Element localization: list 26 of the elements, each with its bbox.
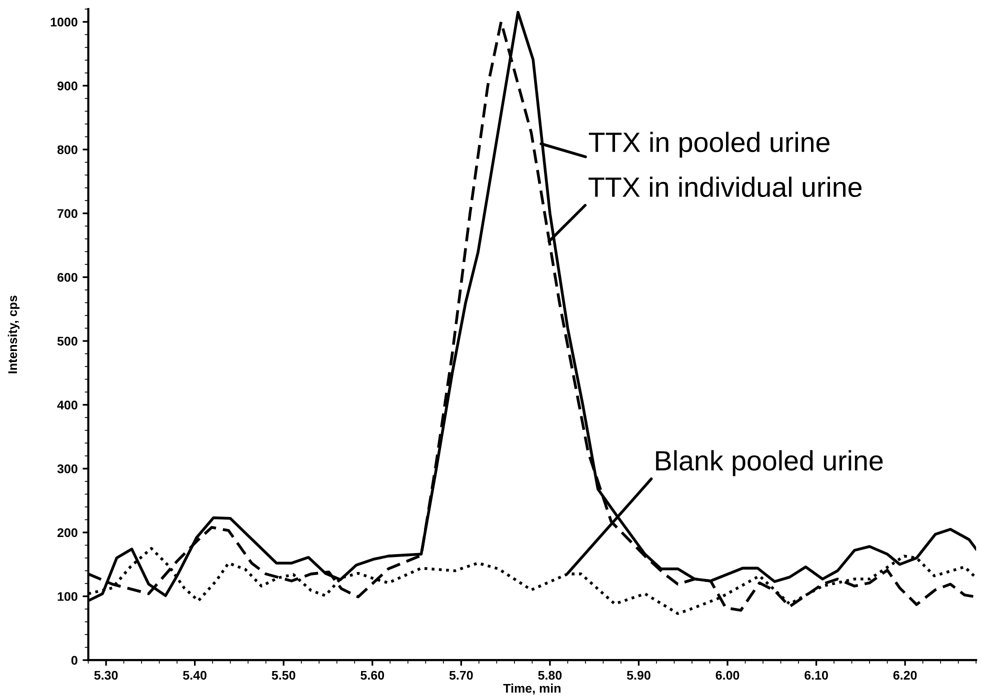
annotation: TTX in pooled urine — [588, 132, 830, 158]
x-tick-label: 6.00 — [716, 670, 740, 680]
x-tick-label: 5.60 — [360, 670, 384, 680]
x-tick-label: 5.40 — [183, 670, 206, 680]
x-tick-label: 5.50 — [272, 670, 296, 680]
y-tick-label: 700 — [58, 209, 78, 218]
y-tick-label: 600 — [57, 272, 78, 282]
x-tick-label: 5.30 — [94, 670, 118, 680]
y-tick-label: 900 — [57, 81, 78, 90]
y-tick-label: 400 — [57, 400, 78, 410]
y-axis-title: Intensity, cps — [8, 296, 20, 374]
x-tick-label: 6.10 — [804, 670, 828, 680]
y-tick-label: 1000 — [50, 18, 78, 27]
y-tick-label: 800 — [57, 145, 78, 154]
x-tick-label: 5.70 — [449, 670, 473, 680]
annotation: Blank pooled urine — [656, 450, 883, 476]
x-tick-label: 5.90 — [626, 670, 650, 680]
y-tick-label: 300 — [57, 464, 78, 474]
y-tick-label: 500 — [57, 336, 78, 346]
y-tick-label: 0 — [71, 656, 78, 665]
y-tick-label: 200 — [57, 528, 78, 538]
annotation: TTX in individual urine — [588, 176, 862, 198]
x-tick-label: 6.20 — [893, 670, 917, 680]
x-tick-label: 5.80 — [538, 670, 562, 680]
y-tick-label: 100 — [58, 592, 78, 601]
x-axis-title: Time, min — [503, 684, 560, 695]
